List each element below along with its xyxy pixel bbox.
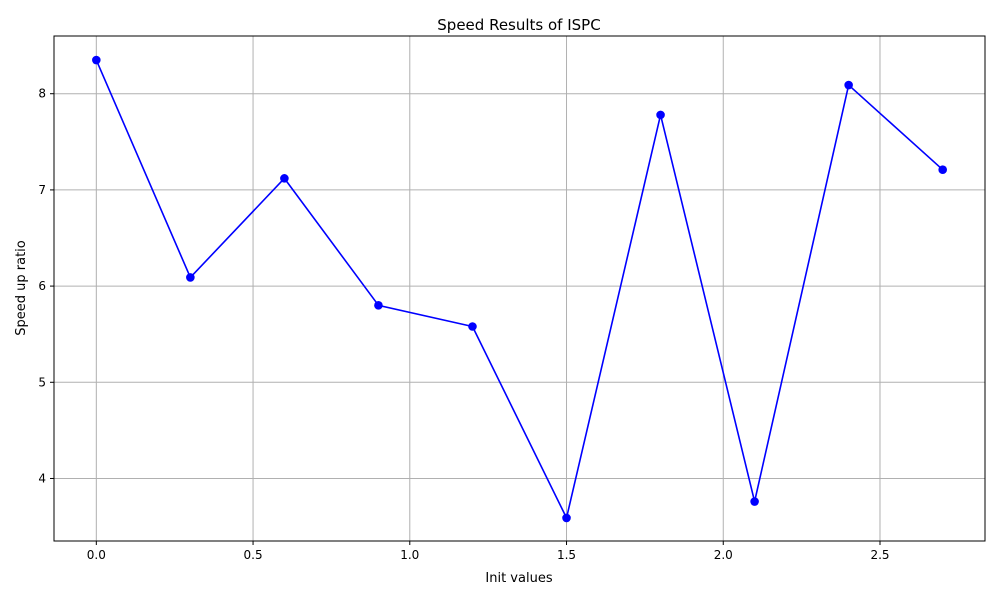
data-point [280,174,289,183]
data-point [374,301,383,310]
y-tick-label: 8 [38,87,46,101]
ticks: 0.0 0.5 1.0 1.5 2.0 2.5 4 5 6 7 8 [38,87,889,562]
data-point [468,322,477,331]
x-tick-label: 2.0 [714,548,733,562]
data-point [186,273,195,282]
data-point [656,110,665,120]
y-tick-label: 4 [38,471,46,485]
plot-frame [53,35,986,542]
data-point [92,55,101,65]
y-tick-label: 7 [38,183,46,197]
data-point [562,513,571,523]
x-tick-label: 0.5 [244,548,263,562]
x-tick-label: 1.0 [400,548,419,562]
y-tick-label: 6 [38,279,46,293]
data-point [750,497,759,506]
series-line [95,59,944,519]
x-tick-label: 2.5 [870,548,889,562]
y-tick-label: 5 [38,375,46,389]
data-point [938,165,947,175]
x-axis-label: Init values [485,571,552,586]
y-axis-label: Speed up ratio [14,240,29,336]
data-point [844,80,853,90]
grid [54,36,985,541]
x-tick-label: 1.5 [557,548,576,562]
series-layer [92,55,947,523]
chart-title: Speed Results of ISPC [437,16,600,34]
x-tick-label: 0.0 [87,548,106,562]
